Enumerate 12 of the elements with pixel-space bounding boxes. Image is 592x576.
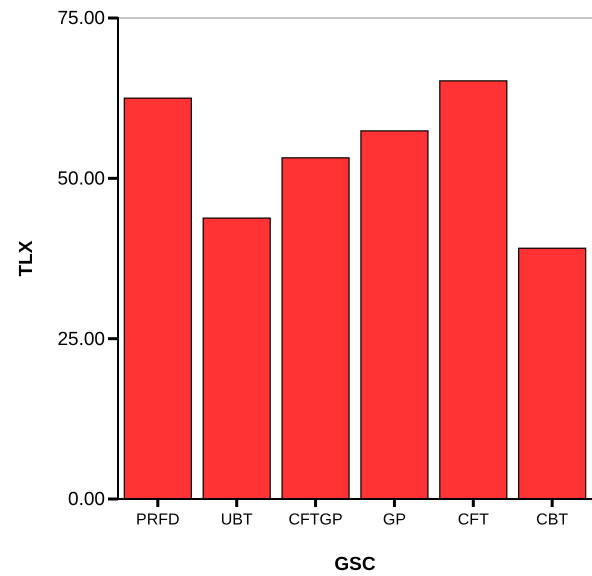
x-tick-label: UBT [220,511,253,528]
x-tick-label: CFTGP [288,511,343,528]
x-tick-label: PRFD [136,511,180,528]
y-tick-label: 75.00 [57,8,105,30]
x-axis-title: GSC [334,554,376,575]
y-tick-label: 50.00 [57,168,105,190]
x-tick-label: GP [382,511,406,528]
x-tick-label: CBT [536,511,568,528]
y-tick-label: 25.00 [57,328,105,350]
x-tick-label: CFT [458,511,490,528]
y-tick-label: 0.00 [68,489,105,510]
y-axis-title: TLX [16,240,37,276]
